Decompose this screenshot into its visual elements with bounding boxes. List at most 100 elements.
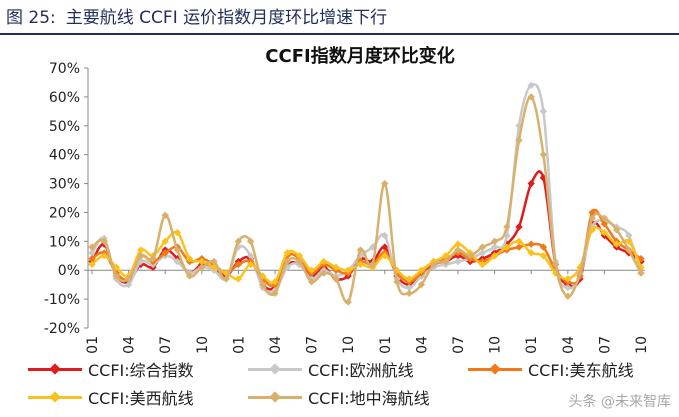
data-point [405, 289, 413, 298]
series-3 [88, 226, 645, 286]
series-layer [88, 81, 645, 306]
data-point [88, 260, 96, 269]
data-point [612, 240, 621, 248]
data-point [356, 246, 365, 254]
x-tick-label: 2020-04 [414, 336, 430, 354]
data-point [600, 220, 609, 228]
data-point [478, 260, 487, 269]
data-point [637, 269, 645, 277]
legend-item: CCFI:美东航线 [468, 358, 634, 380]
data-point [600, 214, 609, 222]
data-point [527, 93, 535, 101]
data-point [307, 278, 316, 286]
legend-label: CCFI:美西航线 [88, 389, 194, 408]
x-tick-label: 2018-04 [122, 336, 138, 354]
legend-item: CCFI:综合指数 [28, 358, 194, 380]
y-tick-label: 40% [49, 148, 80, 164]
y-tick-label: 60% [49, 90, 80, 106]
data-point [246, 260, 255, 269]
data-point [442, 257, 450, 266]
y-axis: 70% 60% 50% 40% 30% 20% 10% 0% -10% -20% [44, 61, 89, 337]
legend-swatch [28, 390, 82, 404]
data-point [539, 107, 548, 116]
legend-swatch [28, 362, 82, 376]
legend-label: CCFI:综合指数 [88, 361, 194, 380]
x-tick-label: 2019-07 [305, 336, 321, 354]
data-point [454, 257, 462, 266]
data-point [478, 243, 487, 251]
data-point [588, 214, 596, 222]
data-point [88, 243, 96, 251]
x-tick-label: 2021-01 [524, 336, 540, 354]
data-point [515, 223, 523, 231]
data-point [600, 228, 609, 237]
data-point [161, 211, 169, 220]
data-point [515, 136, 523, 144]
data-point [527, 179, 535, 188]
x-tick-label: 2019-10 [341, 336, 357, 354]
data-point [564, 275, 572, 283]
legend: CCFI:综合指数 CCFI:欧洲航线 CCFI:美东航线 CCFI:美西航线 CCFI… [0, 354, 679, 414]
y-tick-label: 20% [49, 205, 80, 221]
series-line [91, 226, 643, 285]
caption-divider [0, 33, 679, 35]
data-point [295, 257, 304, 266]
data-point [320, 257, 328, 266]
legend-item: CCFI:欧洲航线 [248, 358, 414, 380]
data-point [185, 272, 194, 280]
y-tick-label: -20% [44, 321, 80, 337]
x-tick-label: 2018-10 [195, 336, 211, 354]
data-point [271, 289, 279, 298]
legend-swatch [468, 362, 522, 376]
data-point [527, 249, 535, 257]
data-point [259, 280, 267, 289]
data-point [393, 278, 401, 286]
data-point [332, 263, 340, 272]
data-point [551, 260, 560, 269]
legend-item: CCFI:美西航线 [28, 386, 194, 408]
x-tick-label: 2019-01 [231, 336, 247, 354]
series-line [90, 170, 642, 291]
data-point [161, 249, 169, 257]
chart-title: CCFI指数月度环比变化 [265, 45, 454, 67]
data-point [88, 249, 96, 257]
data-point [417, 266, 426, 274]
x-tick-label: 2021-07 [597, 336, 613, 354]
y-tick-label: -10% [44, 292, 80, 308]
data-point [100, 252, 108, 260]
series-4 [88, 93, 645, 306]
data-point [564, 283, 572, 292]
data-point [539, 150, 548, 159]
data-point [417, 280, 426, 289]
y-tick-label: 0% [58, 263, 80, 279]
data-point [515, 243, 523, 251]
data-point [564, 292, 572, 300]
x-tick-label: 2020-10 [488, 336, 504, 354]
watermark: 头条 @未来智库 [568, 394, 671, 410]
figure-number: 图 25: [6, 8, 56, 28]
data-point [539, 252, 548, 260]
x-tick-label: 2018-07 [158, 336, 174, 354]
data-point [295, 252, 304, 260]
data-point [234, 275, 243, 283]
data-point [320, 269, 328, 277]
figure-caption: 图 25: 主要航线 CCFI 运价指数月度环比增速下行 [6, 3, 387, 28]
data-point [246, 252, 255, 260]
data-point [173, 257, 182, 266]
data-point [271, 278, 279, 286]
data-point [344, 266, 352, 274]
data-point [539, 243, 548, 251]
data-point [222, 275, 230, 283]
data-point [466, 252, 474, 260]
legend-swatch [248, 390, 302, 404]
data-point [112, 272, 121, 280]
line-chart: CCFI指数月度环比变化 70% 60% 50% 40% 30% 20% 10% 0% -10%… [44, 45, 650, 354]
data-point [332, 275, 340, 283]
y-tick-label: 30% [49, 177, 80, 193]
figure-caption-text: 主要航线 CCFI 运价指数月度环比增速下行 [65, 8, 388, 28]
data-point [490, 252, 499, 260]
data-point [405, 275, 413, 283]
data-point [454, 240, 462, 248]
data-point [161, 237, 169, 246]
data-point [454, 246, 462, 254]
